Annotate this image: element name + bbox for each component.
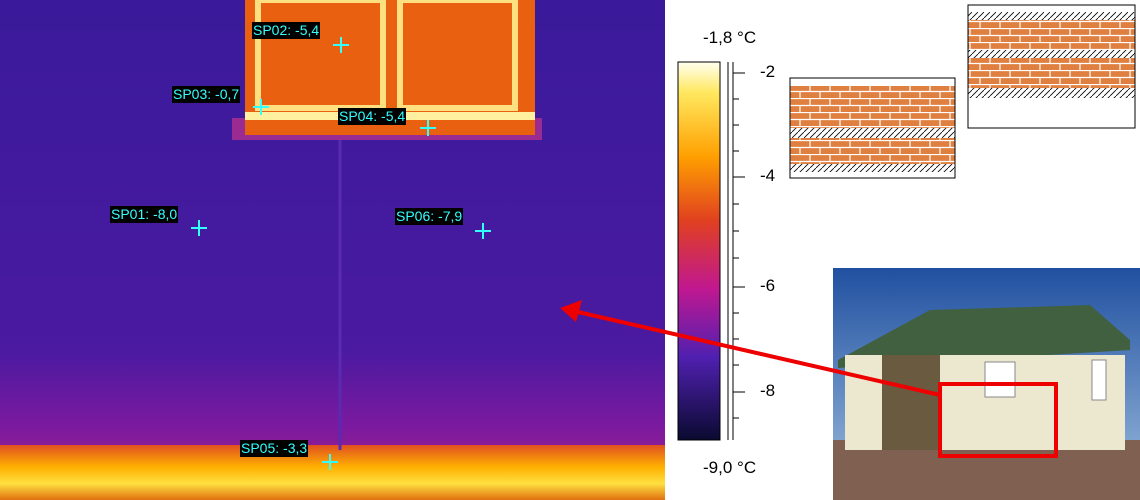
window-frame <box>397 0 518 111</box>
wall-section-1 <box>789 77 956 179</box>
window-frame <box>255 0 386 111</box>
color-scale-bar <box>677 61 721 441</box>
scale-tick-label: -8 <box>760 381 776 400</box>
scale-tick-label: -4 <box>760 166 776 185</box>
spot-label: SP04: -5,4 <box>338 108 407 125</box>
scale-tick-label: -6 <box>760 276 776 295</box>
scale-tick-label: -2 <box>760 62 776 81</box>
floor-strip <box>0 445 665 500</box>
arrow-head <box>560 300 582 322</box>
spot-label: SP06: -7,9 <box>395 208 464 225</box>
scale-min: -9,0 °C <box>703 458 757 477</box>
scale-max: -1,8 °C <box>703 28 757 47</box>
scale-ticks <box>727 62 745 440</box>
spot-label: SP02: -5,4 <box>252 22 321 39</box>
arrow <box>577 310 941 397</box>
spot-markers <box>191 37 491 470</box>
wall-section-2 <box>967 4 1136 129</box>
spot-label: SP01: -8,0 <box>110 206 179 223</box>
house-photo <box>833 268 1140 500</box>
spot-label: SP05: -3,3 <box>240 440 309 457</box>
spot-label: SP03: -0,7 <box>172 86 241 103</box>
